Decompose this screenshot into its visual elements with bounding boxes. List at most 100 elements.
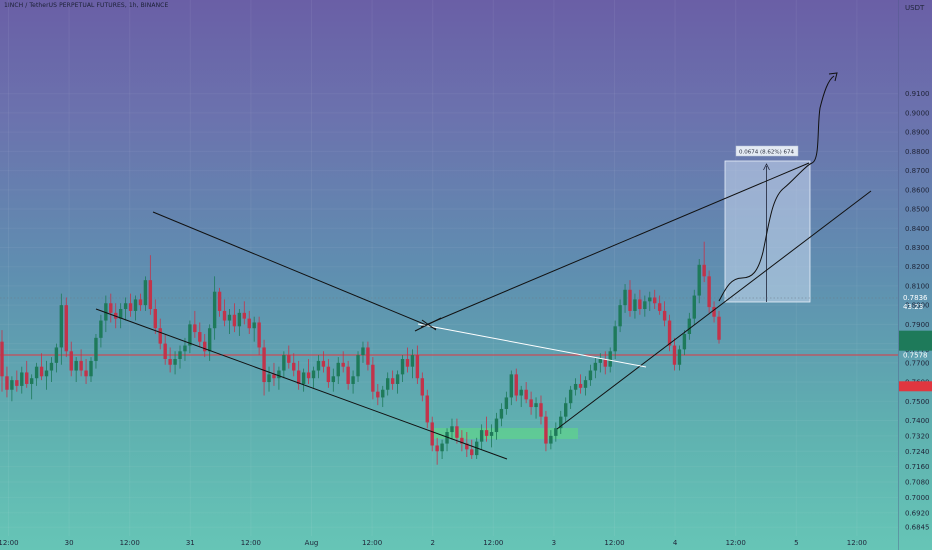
y-tick-label: 0.7000 [905,494,930,502]
candle [306,358,311,384]
x-tick-label: 12:00 [483,539,503,547]
candle [207,324,212,361]
candle [494,412,499,440]
candle [331,368,336,392]
trendlines-layer[interactable]: 0.0674 (8.62%) 674 [95,72,872,460]
candle [371,357,375,400]
candle [430,416,434,452]
support-level-value: 0.7578 [903,352,928,360]
x-tick-label: 12:00 [847,539,867,547]
candle [311,366,316,388]
candle [267,366,271,392]
y-tick-label: 0.7080 [905,479,930,487]
candle [499,403,504,427]
candle [381,385,385,408]
candle [173,351,177,375]
candle [623,284,627,313]
candle [460,430,464,452]
candle [143,276,148,311]
y-tick-label: 0.7400 [905,417,930,425]
x-tick-label: 2 [430,539,434,547]
candle [148,255,153,315]
y-tick-label: 0.8600 [905,186,930,194]
candle [529,391,533,415]
candle [217,287,222,317]
candle [282,351,286,379]
candle [445,428,449,452]
candle [677,345,682,371]
candle [628,280,632,317]
candle [648,291,652,311]
candle [385,372,390,396]
candle [118,303,123,329]
candle [89,357,93,383]
candle [29,374,34,400]
wedge-lower-trendline[interactable] [556,190,872,430]
y-tick-label: 0.8900 [905,129,930,137]
candle [227,309,232,334]
y-tick-label: 0.9000 [905,109,930,117]
candle [376,383,380,406]
x-tick-label: 31 [186,539,195,547]
candle [326,358,331,388]
y-tick-label: 0.6845 [905,524,930,532]
candle [435,437,439,465]
support-level-label: 0.7578 [899,352,932,392]
candle [356,351,360,383]
candle [613,320,617,359]
x-tick-label: 12:00 [362,539,382,547]
price-axis[interactable]: USDT 0.9100 0.9000 0.8900 0.8800 0.8700 0.860… [898,0,932,550]
x-tick-label: 4 [673,539,678,547]
candle [69,341,73,377]
x-tick-label: 12:00 [120,539,140,547]
candle [366,341,370,371]
channel-upper-trendline[interactable] [152,211,437,330]
candle [316,355,321,379]
y-tick-label: 0.8200 [905,263,930,271]
wedge-upper-trendline[interactable] [420,162,810,328]
candle [707,270,711,313]
y-tick-label: 0.9100 [905,90,930,98]
x-tick-label: 30 [65,539,74,547]
candle [682,330,687,356]
candle [440,439,444,459]
candle [455,418,459,444]
candle [237,309,242,336]
candle [296,360,301,390]
crossing-marker [414,317,442,332]
candle [188,320,192,354]
candle [578,374,583,394]
candle [222,299,227,327]
candle [643,295,647,317]
candle [133,295,138,321]
candle [346,360,350,390]
candle [336,357,340,384]
time-axis[interactable]: 12:00 30 12:00 31 12:00 Aug 12:00 2 12:00 3 12:00 4… [0,539,867,547]
candle [64,297,68,358]
y-tick-label: 0.7900 [905,321,930,329]
breakout-retest-line[interactable] [417,323,647,368]
candle [539,395,543,425]
candle [94,333,98,369]
candle [361,341,365,363]
candle [168,347,172,373]
candle [163,333,167,365]
candle [287,345,291,369]
candle [653,289,657,310]
green-demand-zone [431,428,578,439]
candle [410,349,415,379]
candle [470,439,474,459]
y-tick-label: 0.7500 [905,398,930,406]
candle [390,370,395,390]
candle [564,397,568,423]
current-price-label: 0.7836 43:23 [899,294,932,351]
candle [20,366,24,394]
channel-lower-trendline[interactable] [95,308,508,460]
candle [662,301,667,327]
candle [252,316,256,342]
candle [534,397,538,419]
candle [657,295,662,315]
candle [109,293,113,323]
candle [277,366,281,390]
